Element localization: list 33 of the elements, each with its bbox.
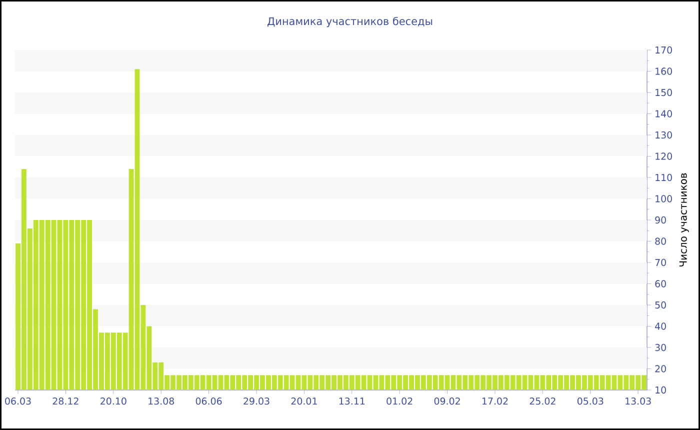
y-tick-label: 140 (656, 110, 672, 118)
y-tick-label: 60 (655, 280, 666, 288)
y-tick-label: 100 (656, 195, 672, 202)
x-tick-label: 28.12 (52, 398, 78, 405)
x-tick-label: 25.02 (530, 398, 556, 405)
y-tick-label: 80 (655, 238, 666, 245)
y-tick-label: 160 (656, 68, 672, 75)
y-tick-label: 70 (655, 258, 666, 266)
y-tick-label: 20 (655, 365, 666, 372)
x-tick-label: 13.03 (626, 398, 651, 405)
y-tick-label: 120 (656, 152, 672, 160)
y-tick-label: 150 (656, 88, 672, 96)
x-tick-label: 20.01 (291, 398, 317, 405)
y-tick-label: 170 (656, 46, 672, 54)
x-tick-label: 20.10 (100, 398, 126, 405)
x-tick-label: 05.03 (577, 398, 604, 405)
y-tick-label: 30 (655, 344, 666, 352)
x-tick-label: 06.06 (196, 398, 222, 405)
x-tick-label: 06.03 (5, 398, 31, 405)
y-tick-label: 50 (655, 301, 666, 309)
x-tick-label: 01.02 (386, 398, 412, 405)
x-tick-label: 29.03 (244, 398, 270, 405)
y-tick-label: 110 (656, 174, 672, 182)
chart-title: Динамика участников беседы (268, 16, 432, 28)
y-tick-label: 130 (656, 131, 672, 139)
x-tick-label: 09.02 (434, 398, 460, 405)
x-tick-label: 13.11 (339, 398, 365, 405)
y-axis-title: Число участников (679, 173, 689, 266)
y-tick-label: 40 (655, 322, 666, 330)
x-tick-label: 13.08 (148, 398, 174, 405)
y-tick-label: 90 (655, 216, 666, 224)
y-tick-label: 10 (656, 386, 666, 394)
x-tick-label: 17.02 (482, 398, 508, 405)
